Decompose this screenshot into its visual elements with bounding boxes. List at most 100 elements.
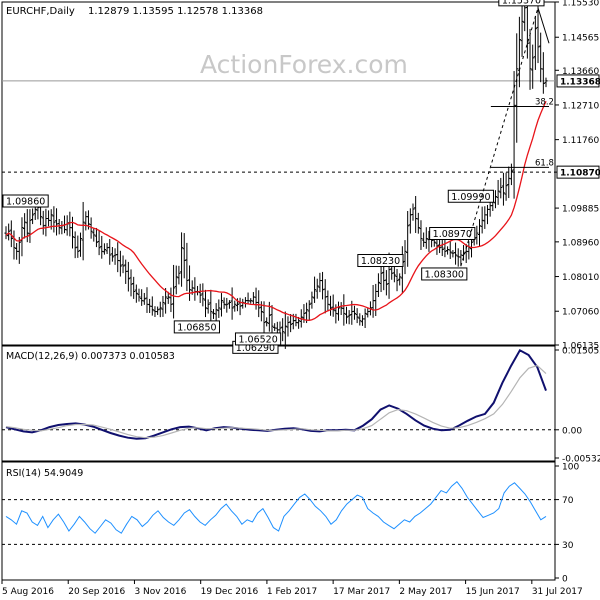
x-tick-label: 5 Aug 2016 [2,587,54,597]
price-y-tick-label: 1.08960 [562,238,599,248]
callout-box [173,320,220,334]
ohlc-bar [286,316,290,337]
callout-box [429,226,476,240]
price-level-callout: 1.15370 [498,0,545,7]
ohlc-bar [403,240,407,275]
price-panel-title: EURCHF,Daily [6,6,75,17]
price-y-tick-label: 1.14565 [562,34,599,44]
ohlc-bar [132,276,136,299]
ohlc-bar [161,295,165,317]
ohlc-bar [398,273,402,286]
ohlc-bar [331,294,335,317]
ohlc-bar [102,243,107,255]
price-y-tick-label: 1.09885 [562,205,599,215]
level-box [556,165,600,179]
watermark: ActionForex.com [200,50,408,79]
rsi-y-tick-label: 30 [562,541,574,551]
price-guides [2,80,555,173]
ohlc-bar [475,225,479,245]
x-tick-label: 20 Sep 2016 [68,587,125,597]
ohlc-bar [94,227,99,248]
price-y-tick-label: 1.06135 [562,342,599,352]
ohlc-bar [307,300,311,320]
ohlc-bar [536,3,540,64]
ohlc-bar [206,299,210,314]
price-level-callout: 1.06850 [173,320,220,334]
ohlc-bar [177,265,181,285]
ohlc-bar [451,250,455,258]
price-bars [4,0,548,349]
ohlc-bar [448,240,452,259]
trend-line [537,7,550,44]
callout-label: 1.09860 [6,197,45,208]
ohlc-bar [310,291,314,309]
callout-box [234,332,282,346]
macd-lines [5,348,547,440]
ohlc-bar [142,292,146,305]
ohlc-bar [182,233,186,279]
ohlc-bar [395,268,399,292]
ohlc-bar [278,321,282,334]
x-tick-label: 1 Feb 2017 [267,587,317,597]
callout-box [498,0,545,7]
ohlc-bar [440,238,444,257]
ohlc-bar [81,201,85,261]
ohlc-bar [126,261,130,292]
price-y-tick-label: 1.13660 [562,67,599,77]
macd-signal-line [5,364,547,439]
x-tick-label: 3 Nov 2016 [134,587,186,597]
ohlc-bar [520,3,524,57]
callout-label: 1.06850 [177,322,216,333]
rsi-panel-frame [1,461,556,581]
macd-panel-title: MACD(12,26,9) 0.007373 0.010583 [6,351,175,362]
ohlc-bar [238,297,242,316]
ohlc-bar [531,44,535,89]
rsi-y-tick-label: 70 [562,496,574,506]
ohlc-bar [504,172,508,201]
callout-box [357,254,404,268]
callout-label: 1.08300 [425,269,464,280]
price-annotations: 1.15370 1.09990 1.08970 1.08230 1.09860 1.068… [2,0,554,354]
ohlc-bar [320,271,325,300]
callout-label: 1.08230 [361,256,400,267]
ohlc-bar [312,276,317,303]
ohlc-bar [384,270,388,296]
ohlc-bar [297,316,301,329]
ohlc-bar [344,306,349,324]
ohlc-bar [7,223,11,241]
ohlc-bar [156,306,160,315]
ohlc-bar [265,317,269,327]
ohlc-bar [453,242,458,265]
ohlc-bar [424,227,428,249]
ohlc-bar [171,264,176,319]
ohlc-bar [23,213,27,239]
ohlc-bar [179,232,184,287]
x-tick-label: 2 May 2017 [399,587,452,597]
callout-box [2,194,49,208]
ohlc-bar [443,236,447,258]
callout-box [447,189,494,203]
macd-y-tick-label: 0.015052 [562,347,600,357]
ohlc-bar [416,212,420,234]
ohlc-bar [89,217,93,239]
ohlc-bar [203,289,208,318]
price-panel-ohlc: 1.12879 1.13595 1.12578 1.13368 [88,6,263,17]
ohlc-bar [219,293,224,317]
callout-label: 1.09990 [451,192,490,203]
price-y-tick-label: 1.11760 [562,136,599,146]
rsi-lines [5,480,547,534]
ohlc-bar [419,220,423,250]
callout-label: 1.06290 [236,343,275,354]
ohlc-bar [544,77,548,88]
ohlc-bar [52,206,56,233]
price-y-axis: 1.15530 1.14565 1.13660 1.12710 1.11760 1.108… [555,0,600,352]
ohlc-bar [78,232,83,257]
ohlc-bar [164,288,168,314]
ohlc-bar [363,308,367,328]
fib-618-label: 61.8 [535,158,554,168]
ohlc-bar [166,291,170,304]
ohlc-bar [73,231,77,259]
ohlc-bar [214,303,218,321]
callout-label: 1.06520 [238,334,277,345]
